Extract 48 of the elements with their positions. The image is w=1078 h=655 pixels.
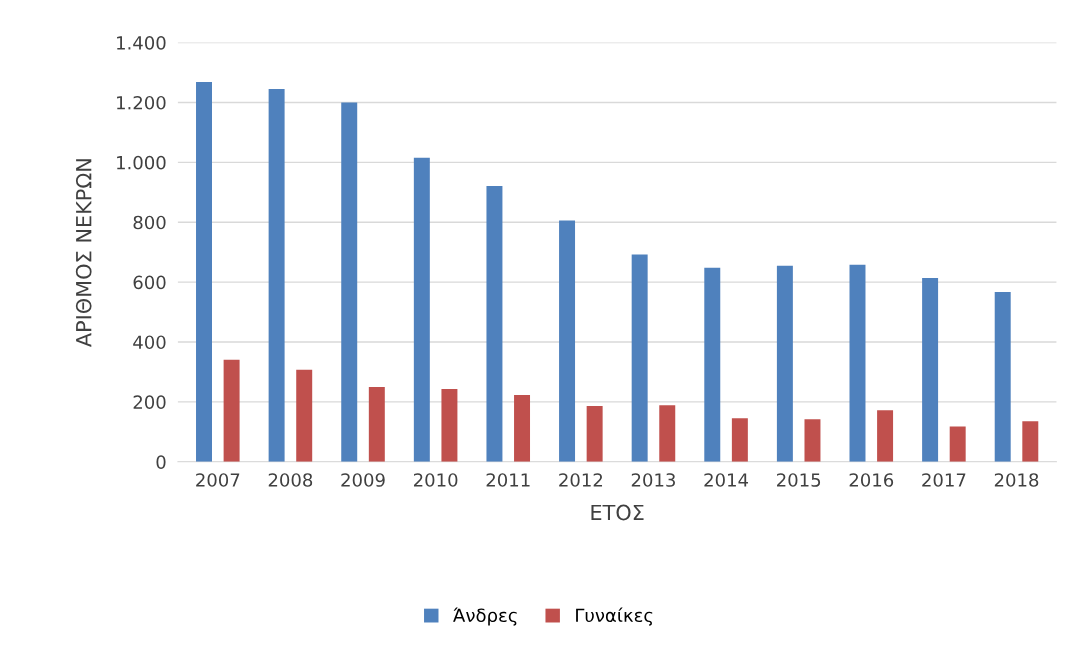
- y-tick-label: 600: [133, 275, 166, 290]
- y-axis-title: ΑΡΙΘΜΟΣ ΝΕΚΡΩΝ: [75, 159, 92, 348]
- bar: [196, 82, 212, 462]
- y-tick-label: 200: [133, 395, 166, 410]
- y-tick-label: 0: [156, 455, 166, 469]
- legend-label: Γυναίκες: [576, 607, 653, 626]
- bar: [804, 419, 821, 462]
- bar: [731, 418, 748, 462]
- bar: [704, 267, 721, 462]
- bar: [413, 157, 430, 462]
- x-tick-label: 2007: [196, 473, 240, 487]
- x-tick-label: 2017: [922, 473, 966, 487]
- x-tick-label: 2015: [777, 473, 821, 487]
- bar: [514, 395, 531, 462]
- bar: [341, 102, 358, 462]
- bar: [1022, 421, 1039, 462]
- bar: [368, 386, 385, 462]
- bar: [659, 405, 676, 462]
- y-tick-label: 800: [133, 215, 166, 230]
- bar: [631, 254, 648, 462]
- bar: [268, 88, 285, 462]
- bar: [559, 220, 576, 462]
- x-tick-label: 2016: [849, 473, 894, 487]
- y-tick-label: 400: [133, 335, 166, 350]
- x-tick-label: 2011: [486, 473, 530, 487]
- bar: [994, 292, 1011, 462]
- x-tick-label: 2018: [994, 473, 1039, 487]
- x-tick-label: 2014: [704, 473, 749, 487]
- bar: [441, 389, 458, 462]
- bar: [776, 265, 793, 462]
- y-tick-label: 1.200: [117, 95, 166, 110]
- x-tick-label: 2012: [559, 473, 603, 487]
- legend-label: Άνδρες: [453, 607, 517, 626]
- y-tick-label: 1.000: [117, 155, 166, 170]
- x-axis-title: ΕΤΟΣ: [591, 504, 644, 521]
- x-tick-label: 2009: [341, 473, 385, 487]
- bar: [296, 369, 313, 462]
- bar: [922, 277, 939, 462]
- bar: [849, 264, 866, 462]
- bar: [877, 410, 894, 462]
- x-tick-label: 2010: [413, 473, 458, 487]
- bar: [586, 406, 603, 462]
- bar: [486, 186, 503, 462]
- bar: [949, 426, 966, 462]
- x-tick-label: 2008: [268, 473, 313, 487]
- bar: [223, 359, 240, 462]
- x-tick-label: 2013: [631, 473, 675, 487]
- y-tick-label: 1.400: [117, 36, 166, 50]
